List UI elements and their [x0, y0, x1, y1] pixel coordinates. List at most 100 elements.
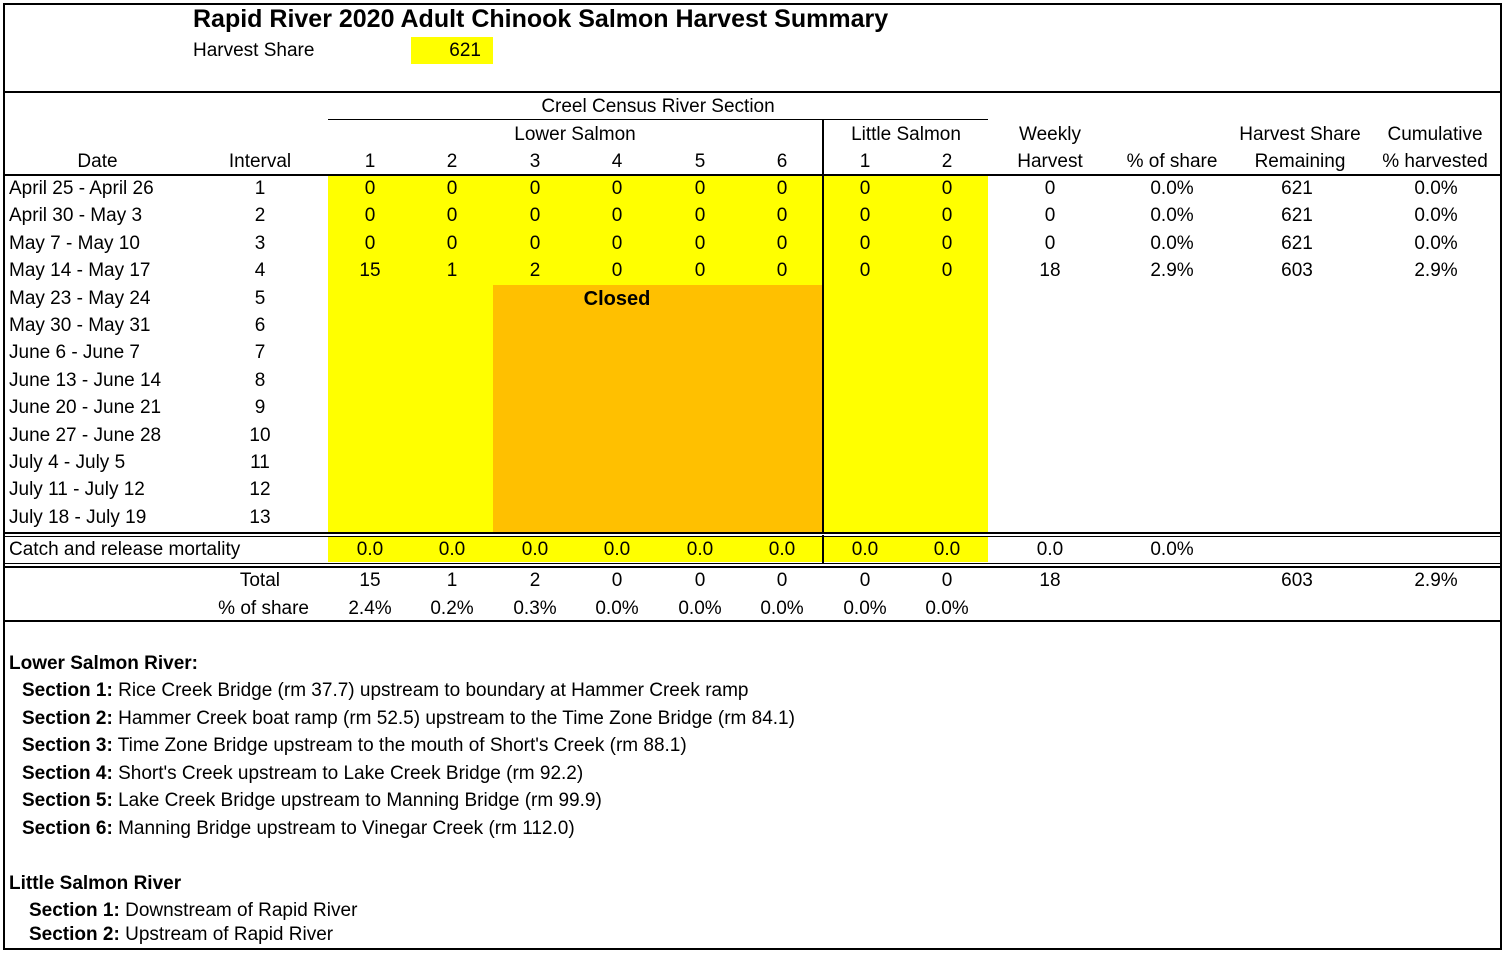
- header-underline: [328, 119, 988, 120]
- row-cell: 2: [529, 260, 541, 281]
- row-interval: 9: [254, 397, 266, 418]
- mortality-top-line: [3, 532, 1502, 534]
- lower-section-note: Section 3: Time Zone Bridge upstream to …: [22, 735, 687, 757]
- cumulative-header-2: % harvested: [1382, 151, 1488, 172]
- row-interval: 11: [250, 452, 270, 473]
- total-cell: 0: [694, 570, 706, 591]
- total-cell: 2: [529, 570, 541, 591]
- date-header: Date: [77, 151, 118, 172]
- total-cell: 0: [611, 570, 623, 591]
- little-section-number: 2: [941, 151, 953, 172]
- total-cell: 0: [941, 570, 953, 591]
- mortality-area-yellow: [328, 537, 988, 562]
- lower-section-note: Section 4: Short's Creek upstream to Lak…: [22, 763, 583, 785]
- row-date: July 4 - July 5: [9, 452, 126, 473]
- row-cell: 0: [611, 260, 623, 281]
- row-date: May 7 - May 10: [9, 233, 140, 254]
- row-interval: 4: [254, 260, 266, 281]
- row-cell: 0: [611, 178, 623, 199]
- row-share-remaining: 621: [1281, 178, 1313, 199]
- row-date: April 25 - April 26: [9, 178, 154, 199]
- row-cell: 0: [859, 260, 871, 281]
- row-pct-share: 0.0%: [1150, 233, 1194, 254]
- lower-section-number: 3: [529, 151, 541, 172]
- page-title: Rapid River 2020 Adult Chinook Salmon Ha…: [193, 5, 889, 33]
- section-note-text: Manning Bridge upstream to Vinegar Creek…: [118, 818, 575, 839]
- row-date: June 6 - June 7: [9, 342, 140, 363]
- little-salmon-header: Little Salmon: [851, 124, 961, 145]
- row-cumulative: 0.0%: [1414, 233, 1458, 254]
- share-cell: 0.3%: [513, 598, 557, 619]
- row-cell: 0: [611, 233, 623, 254]
- row-date: May 14 - May 17: [9, 260, 151, 281]
- mortality-cell: 0.0: [933, 539, 961, 560]
- pct-share-header: % of share: [1126, 151, 1218, 172]
- row-weekly-harvest: 18: [1039, 260, 1061, 281]
- mortality-weekly: 0.0: [1036, 539, 1064, 560]
- lower-section-number: 5: [694, 151, 706, 172]
- little-section-number: 1: [859, 151, 871, 172]
- row-cell: 0: [694, 260, 706, 281]
- row-cell: 0: [446, 205, 458, 226]
- divider-top: [3, 91, 1502, 93]
- row-cell: 0: [941, 233, 953, 254]
- closed-area: [493, 285, 823, 532]
- row-cell: 15: [359, 260, 381, 281]
- share-cell: 0.0%: [678, 598, 722, 619]
- row-date: June 27 - June 28: [9, 425, 162, 446]
- section-note-label: Section 6:: [22, 818, 113, 839]
- share-cell: 0.0%: [595, 598, 639, 619]
- section-divider-mortality: [822, 535, 824, 563]
- lower-section-note: Section 6: Manning Bridge upstream to Vi…: [22, 818, 575, 840]
- row-cell: 0: [611, 205, 623, 226]
- total-cell: 1: [446, 570, 458, 591]
- section-note-text: Short's Creek upstream to Lake Creek Bri…: [118, 763, 584, 784]
- row-pct-share: 0.0%: [1150, 178, 1194, 199]
- row-date: May 30 - May 31: [9, 315, 151, 336]
- share-cell: 0.0%: [843, 598, 887, 619]
- cumulative-header-1: Cumulative: [1387, 124, 1483, 145]
- section-note-text: Lake Creek Bridge upstream to Manning Br…: [118, 790, 602, 811]
- row-date: June 13 - June 14: [9, 370, 162, 391]
- hs-remaining-header-1: Harvest Share: [1239, 124, 1361, 145]
- row-pct-share: 0.0%: [1150, 205, 1194, 226]
- row-cell: 0: [364, 233, 376, 254]
- mortality-pct: 0.0%: [1150, 539, 1194, 560]
- row-cell: 0: [446, 233, 458, 254]
- closed-label: Closed: [583, 288, 651, 310]
- lower-section-note: Section 2: Hammer Creek boat ramp (rm 52…: [22, 708, 795, 730]
- row-cumulative: 0.0%: [1414, 178, 1458, 199]
- row-interval: 6: [254, 315, 266, 336]
- section-note-text: Rice Creek Bridge (rm 37.7) upstream to …: [118, 680, 749, 701]
- lower-section-number: 1: [364, 151, 376, 172]
- mortality-cell: 0.0: [356, 539, 384, 560]
- lower-section-number: 2: [446, 151, 458, 172]
- interval-header: Interval: [228, 151, 292, 172]
- row-cumulative: 2.9%: [1414, 260, 1458, 281]
- row-date: June 20 - June 21: [9, 397, 162, 418]
- mortality-cell: 0.0: [686, 539, 714, 560]
- row-share-remaining: 621: [1281, 233, 1313, 254]
- row-cell: 0: [529, 205, 541, 226]
- total-cell: 0: [859, 570, 871, 591]
- row-weekly-harvest: 0: [1044, 205, 1056, 226]
- header-bottom-line: [3, 174, 1502, 176]
- row-cell: 0: [694, 178, 706, 199]
- row-cell: 0: [364, 205, 376, 226]
- section-note-text: Time Zone Bridge upstream to the mouth o…: [117, 735, 687, 756]
- lower-salmon-header: Lower Salmon: [514, 124, 636, 145]
- row-cell: 0: [859, 205, 871, 226]
- harvest-share-label: Harvest Share: [193, 40, 315, 61]
- section-note-label: Section 4:: [22, 763, 113, 784]
- lower-section-note: Section 5: Lake Creek Bridge upstream to…: [22, 790, 602, 812]
- row-interval: 5: [254, 288, 266, 309]
- section-divider: [822, 120, 824, 532]
- row-interval: 7: [254, 342, 266, 363]
- section-note-text: Upstream of Rapid River: [125, 924, 334, 945]
- row-weekly-harvest: 0: [1044, 178, 1056, 199]
- mortality-label: Catch and release mortality: [9, 539, 241, 560]
- row-interval: 13: [249, 507, 271, 528]
- creel-census-header: Creel Census River Section: [541, 96, 775, 117]
- row-interval: 2: [254, 205, 266, 226]
- row-date: July 18 - July 19: [9, 507, 147, 528]
